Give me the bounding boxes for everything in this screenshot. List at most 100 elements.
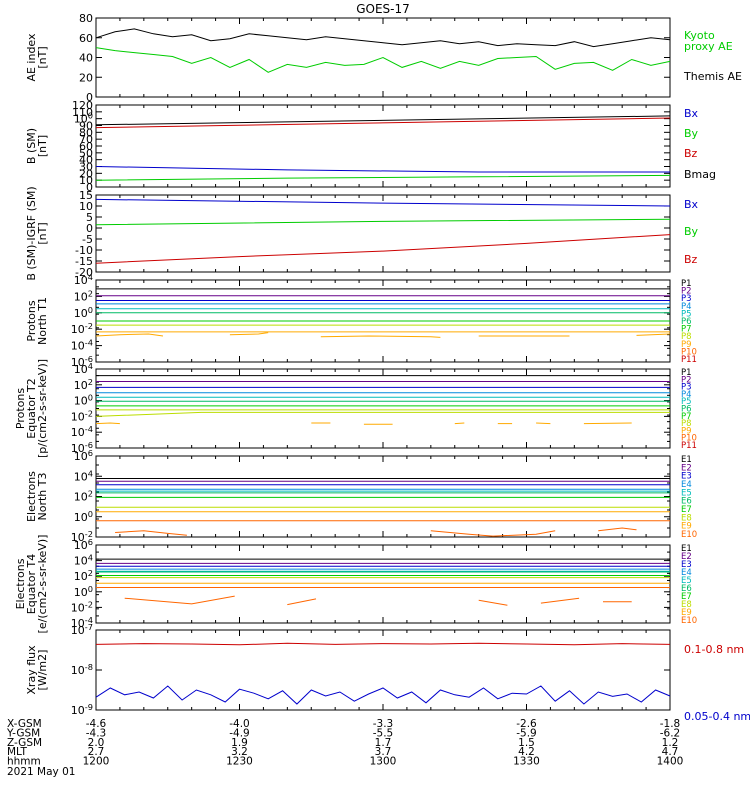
channel-segment xyxy=(95,411,670,417)
y-axis-label: Equator T2 xyxy=(25,378,38,438)
y-tick-label: 15 xyxy=(79,189,93,202)
legend-item: E3 xyxy=(681,560,692,570)
chart-title: GOES-17 xyxy=(356,2,410,16)
y-axis-label: [nT] xyxy=(36,46,49,68)
channel-segment xyxy=(536,422,551,425)
x-axis-value: 1300 xyxy=(370,756,397,768)
y-tick-label: 100 xyxy=(74,393,93,408)
x-axis-value: -5.5 xyxy=(373,727,394,739)
y-tick-label: 102 xyxy=(74,288,93,303)
y-tick-label: 20 xyxy=(79,71,93,84)
y-tick-label: 20 xyxy=(79,167,93,180)
y-tick-label: -15 xyxy=(75,255,93,268)
x-axis-value: -4.6 xyxy=(86,718,107,730)
legend-item: P10 xyxy=(681,347,697,357)
y-axis-label: B (SM) xyxy=(25,128,38,164)
legend-item: P7 xyxy=(681,325,692,335)
x-axis-value: 3.7 xyxy=(375,746,392,758)
legend-item: E9 xyxy=(681,608,692,618)
y-axis-label: North T3 xyxy=(36,473,49,521)
legend-item: E7 xyxy=(681,592,692,602)
x-axis-value: -6.2 xyxy=(660,727,681,739)
y-tick-label: 10-2 xyxy=(71,408,93,423)
x-axis-row-label: X-GSM xyxy=(7,718,42,730)
y-tick-label: 102 xyxy=(74,377,93,392)
panel-frame xyxy=(95,368,671,449)
channel-segment xyxy=(95,422,120,425)
legend-item: P3 xyxy=(681,294,692,304)
legend-item: P4 xyxy=(681,302,692,312)
y-tick-label: -10 xyxy=(75,244,93,257)
x-axis-row-label: MLT xyxy=(7,746,27,758)
series-line-bz xyxy=(95,234,671,264)
y-axis-label: Xray flux xyxy=(25,645,38,695)
channel-segment xyxy=(478,599,508,606)
series-line-kyoto-proxy-ae xyxy=(95,47,671,73)
legend-item: E9 xyxy=(681,522,692,532)
legend-item: P1 xyxy=(681,279,692,289)
legend-item: Bz xyxy=(684,253,698,266)
channel-segment xyxy=(287,598,317,606)
y-tick-label: 10-9 xyxy=(71,702,93,717)
y-axis-label: Electrons xyxy=(14,558,27,609)
legend-item: E4 xyxy=(681,568,692,578)
panel-frame xyxy=(95,455,671,538)
channel-segment xyxy=(454,422,465,425)
series-line-bx xyxy=(95,198,671,207)
y-tick-label: 30 xyxy=(79,161,93,174)
legend-item: P8 xyxy=(681,332,692,342)
y-axis-label: [W/m2] xyxy=(36,650,49,691)
y-tick-label: 102 xyxy=(74,489,93,504)
legend-item: P2 xyxy=(681,375,692,385)
legend-item: Kyoto xyxy=(684,29,715,42)
y-axis-label: AE index xyxy=(25,33,38,82)
channel-segment xyxy=(430,530,556,537)
channel-segment xyxy=(115,530,187,536)
y-tick-label: 40 xyxy=(79,52,93,65)
y-axis-label: [nT] xyxy=(36,222,49,244)
x-axis-value: -4.0 xyxy=(229,718,250,730)
y-tick-label: 10 xyxy=(79,174,93,187)
legend-item: P7 xyxy=(681,412,692,422)
series-line-by xyxy=(95,218,671,226)
y-tick-label: 10-4 xyxy=(71,424,93,439)
channel-segment xyxy=(229,332,269,336)
y-tick-label: 120 xyxy=(72,99,93,112)
panel-frame xyxy=(95,544,671,624)
x-axis-value: 1.5 xyxy=(518,737,535,749)
legend-item: 0.1-0.8 nm xyxy=(684,643,744,656)
y-tick-label: 10-2 xyxy=(71,321,93,336)
series-line-bmag xyxy=(95,115,671,126)
legend-item: E10 xyxy=(681,530,697,540)
x-axis-date: 2021 May 01 xyxy=(7,766,75,778)
y-tick-label: 40 xyxy=(79,154,93,167)
legend-item: E6 xyxy=(681,497,692,507)
y-tick-label: 80 xyxy=(79,126,93,139)
legend-item: P4 xyxy=(681,390,692,400)
legend-item: E8 xyxy=(681,513,692,523)
x-axis-value: 1330 xyxy=(513,756,540,768)
x-axis-value: -4.9 xyxy=(229,727,250,739)
series-line-0-1-0-8-nm xyxy=(95,642,671,646)
x-axis-row-label: Y-GSM xyxy=(6,727,40,739)
y-tick-label: 10-7 xyxy=(71,622,93,637)
series-line-by xyxy=(95,174,671,181)
y-tick-label: 10-4 xyxy=(71,338,93,353)
x-axis-value: 3.2 xyxy=(231,746,248,758)
y-tick-label: 5 xyxy=(86,211,93,224)
y-axis-label: Protons xyxy=(14,388,27,429)
y-tick-label: 110 xyxy=(72,106,93,119)
y-axis-label: B (SM)-IGRF (SM) xyxy=(25,186,38,280)
legend-item: E1 xyxy=(681,544,692,554)
panel-xray: 10-9 10-8 10-7 Xray flux[W/m2] 0.1-0.8 nm 0.0… xyxy=(25,622,750,723)
legend-item: E8 xyxy=(681,600,692,610)
y-tick-label: 10 xyxy=(79,200,93,213)
y-tick-label: 0 xyxy=(86,91,93,104)
legend-item: P2 xyxy=(681,287,692,297)
